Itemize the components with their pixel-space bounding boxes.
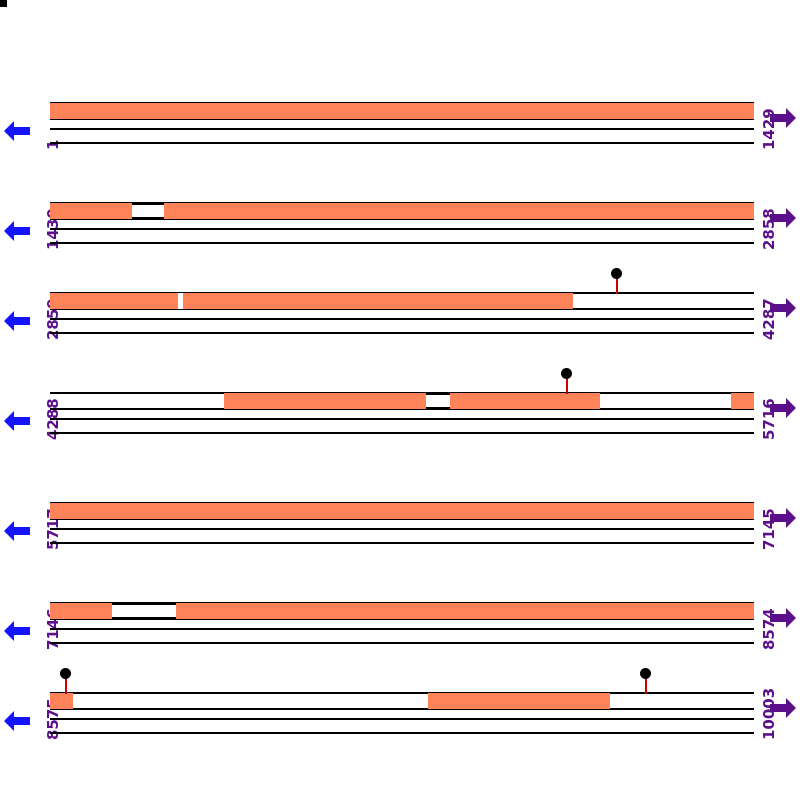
track-line-3 xyxy=(50,418,754,420)
track-line-3 xyxy=(50,628,754,630)
arrow-left-icon[interactable] xyxy=(2,406,32,436)
feature-block[interactable] xyxy=(224,393,426,409)
feature-gap xyxy=(112,603,176,619)
arrow-right-icon[interactable] xyxy=(768,693,798,723)
track-line-2 xyxy=(50,408,754,410)
row-end-coordinate: 8574 xyxy=(760,608,778,650)
arrow-right-icon[interactable] xyxy=(768,293,798,323)
lollipop-marker-icon[interactable] xyxy=(561,368,572,394)
track-line-4 xyxy=(50,642,754,644)
track-line-1 xyxy=(50,692,754,694)
feature-block[interactable] xyxy=(50,693,73,709)
feature-block[interactable] xyxy=(50,293,573,309)
sequence-track xyxy=(50,692,754,744)
track-line-4 xyxy=(50,542,754,544)
feature-block[interactable] xyxy=(450,393,600,409)
feature-gap xyxy=(426,393,450,409)
row-end-coordinate: 7145 xyxy=(760,508,778,550)
feature-gap xyxy=(178,293,183,309)
feature-block[interactable] xyxy=(50,203,754,219)
track-line-3 xyxy=(50,228,754,230)
track-line-3 xyxy=(50,318,754,320)
sequence-row: 2859 4287 xyxy=(0,268,800,380)
track-line-2 xyxy=(50,618,754,620)
lollipop-marker-icon[interactable] xyxy=(60,668,71,694)
track-line-2 xyxy=(50,308,754,310)
row-end-coordinate: 4287 xyxy=(760,298,778,340)
sequence-track xyxy=(50,202,754,254)
feature-block[interactable] xyxy=(50,503,754,519)
track-line-2 xyxy=(50,218,754,220)
feature-block[interactable] xyxy=(50,603,754,619)
lollipop-marker-icon[interactable] xyxy=(611,268,622,294)
arrow-left-icon[interactable] xyxy=(2,516,32,546)
arrow-right-icon[interactable] xyxy=(768,503,798,533)
row-end-coordinate: 10003 xyxy=(760,687,778,740)
track-line-2 xyxy=(50,118,754,120)
feature-block[interactable] xyxy=(50,103,754,119)
row-end-coordinate: 2858 xyxy=(760,208,778,250)
track-line-4 xyxy=(50,732,754,734)
arrow-left-icon[interactable] xyxy=(2,616,32,646)
row-end-coordinate: 1429 xyxy=(760,108,778,150)
sequence-track xyxy=(50,502,754,554)
sequence-row: 4288 5716 xyxy=(0,368,800,480)
corner-mark xyxy=(0,0,7,7)
sequence-row: 1 1429 xyxy=(0,90,800,190)
sequence-track xyxy=(50,292,754,344)
track-line-2 xyxy=(50,708,754,710)
track-line-2 xyxy=(50,518,754,520)
sequence-track xyxy=(50,392,754,444)
lollipop-marker-icon[interactable] xyxy=(640,668,651,694)
arrow-right-icon[interactable] xyxy=(768,203,798,233)
sequence-row: 1430 2858 xyxy=(0,190,800,290)
track-line-4 xyxy=(50,142,754,144)
feature-block[interactable] xyxy=(428,693,610,709)
sequence-track xyxy=(50,102,754,154)
track-line-4 xyxy=(50,432,754,434)
sequence-row: 5717 7145 xyxy=(0,490,800,590)
arrow-right-icon[interactable] xyxy=(768,603,798,633)
arrow-right-icon[interactable] xyxy=(768,393,798,423)
arrow-left-icon[interactable] xyxy=(2,216,32,246)
arrow-right-icon[interactable] xyxy=(768,103,798,133)
arrow-left-icon[interactable] xyxy=(2,306,32,336)
track-line-3 xyxy=(50,128,754,130)
track-line-4 xyxy=(50,242,754,244)
track-line-3 xyxy=(50,718,754,720)
sequence-row: 7146 8574 xyxy=(0,590,800,690)
sequence-row: 8575 10003 xyxy=(0,668,800,780)
arrow-left-icon[interactable] xyxy=(2,116,32,146)
track-line-3 xyxy=(50,528,754,530)
track-line-4 xyxy=(50,332,754,334)
arrow-left-icon[interactable] xyxy=(2,706,32,736)
row-end-coordinate: 5716 xyxy=(760,398,778,440)
sequence-track xyxy=(50,602,754,654)
feature-block[interactable] xyxy=(731,393,754,409)
feature-gap xyxy=(132,203,164,219)
